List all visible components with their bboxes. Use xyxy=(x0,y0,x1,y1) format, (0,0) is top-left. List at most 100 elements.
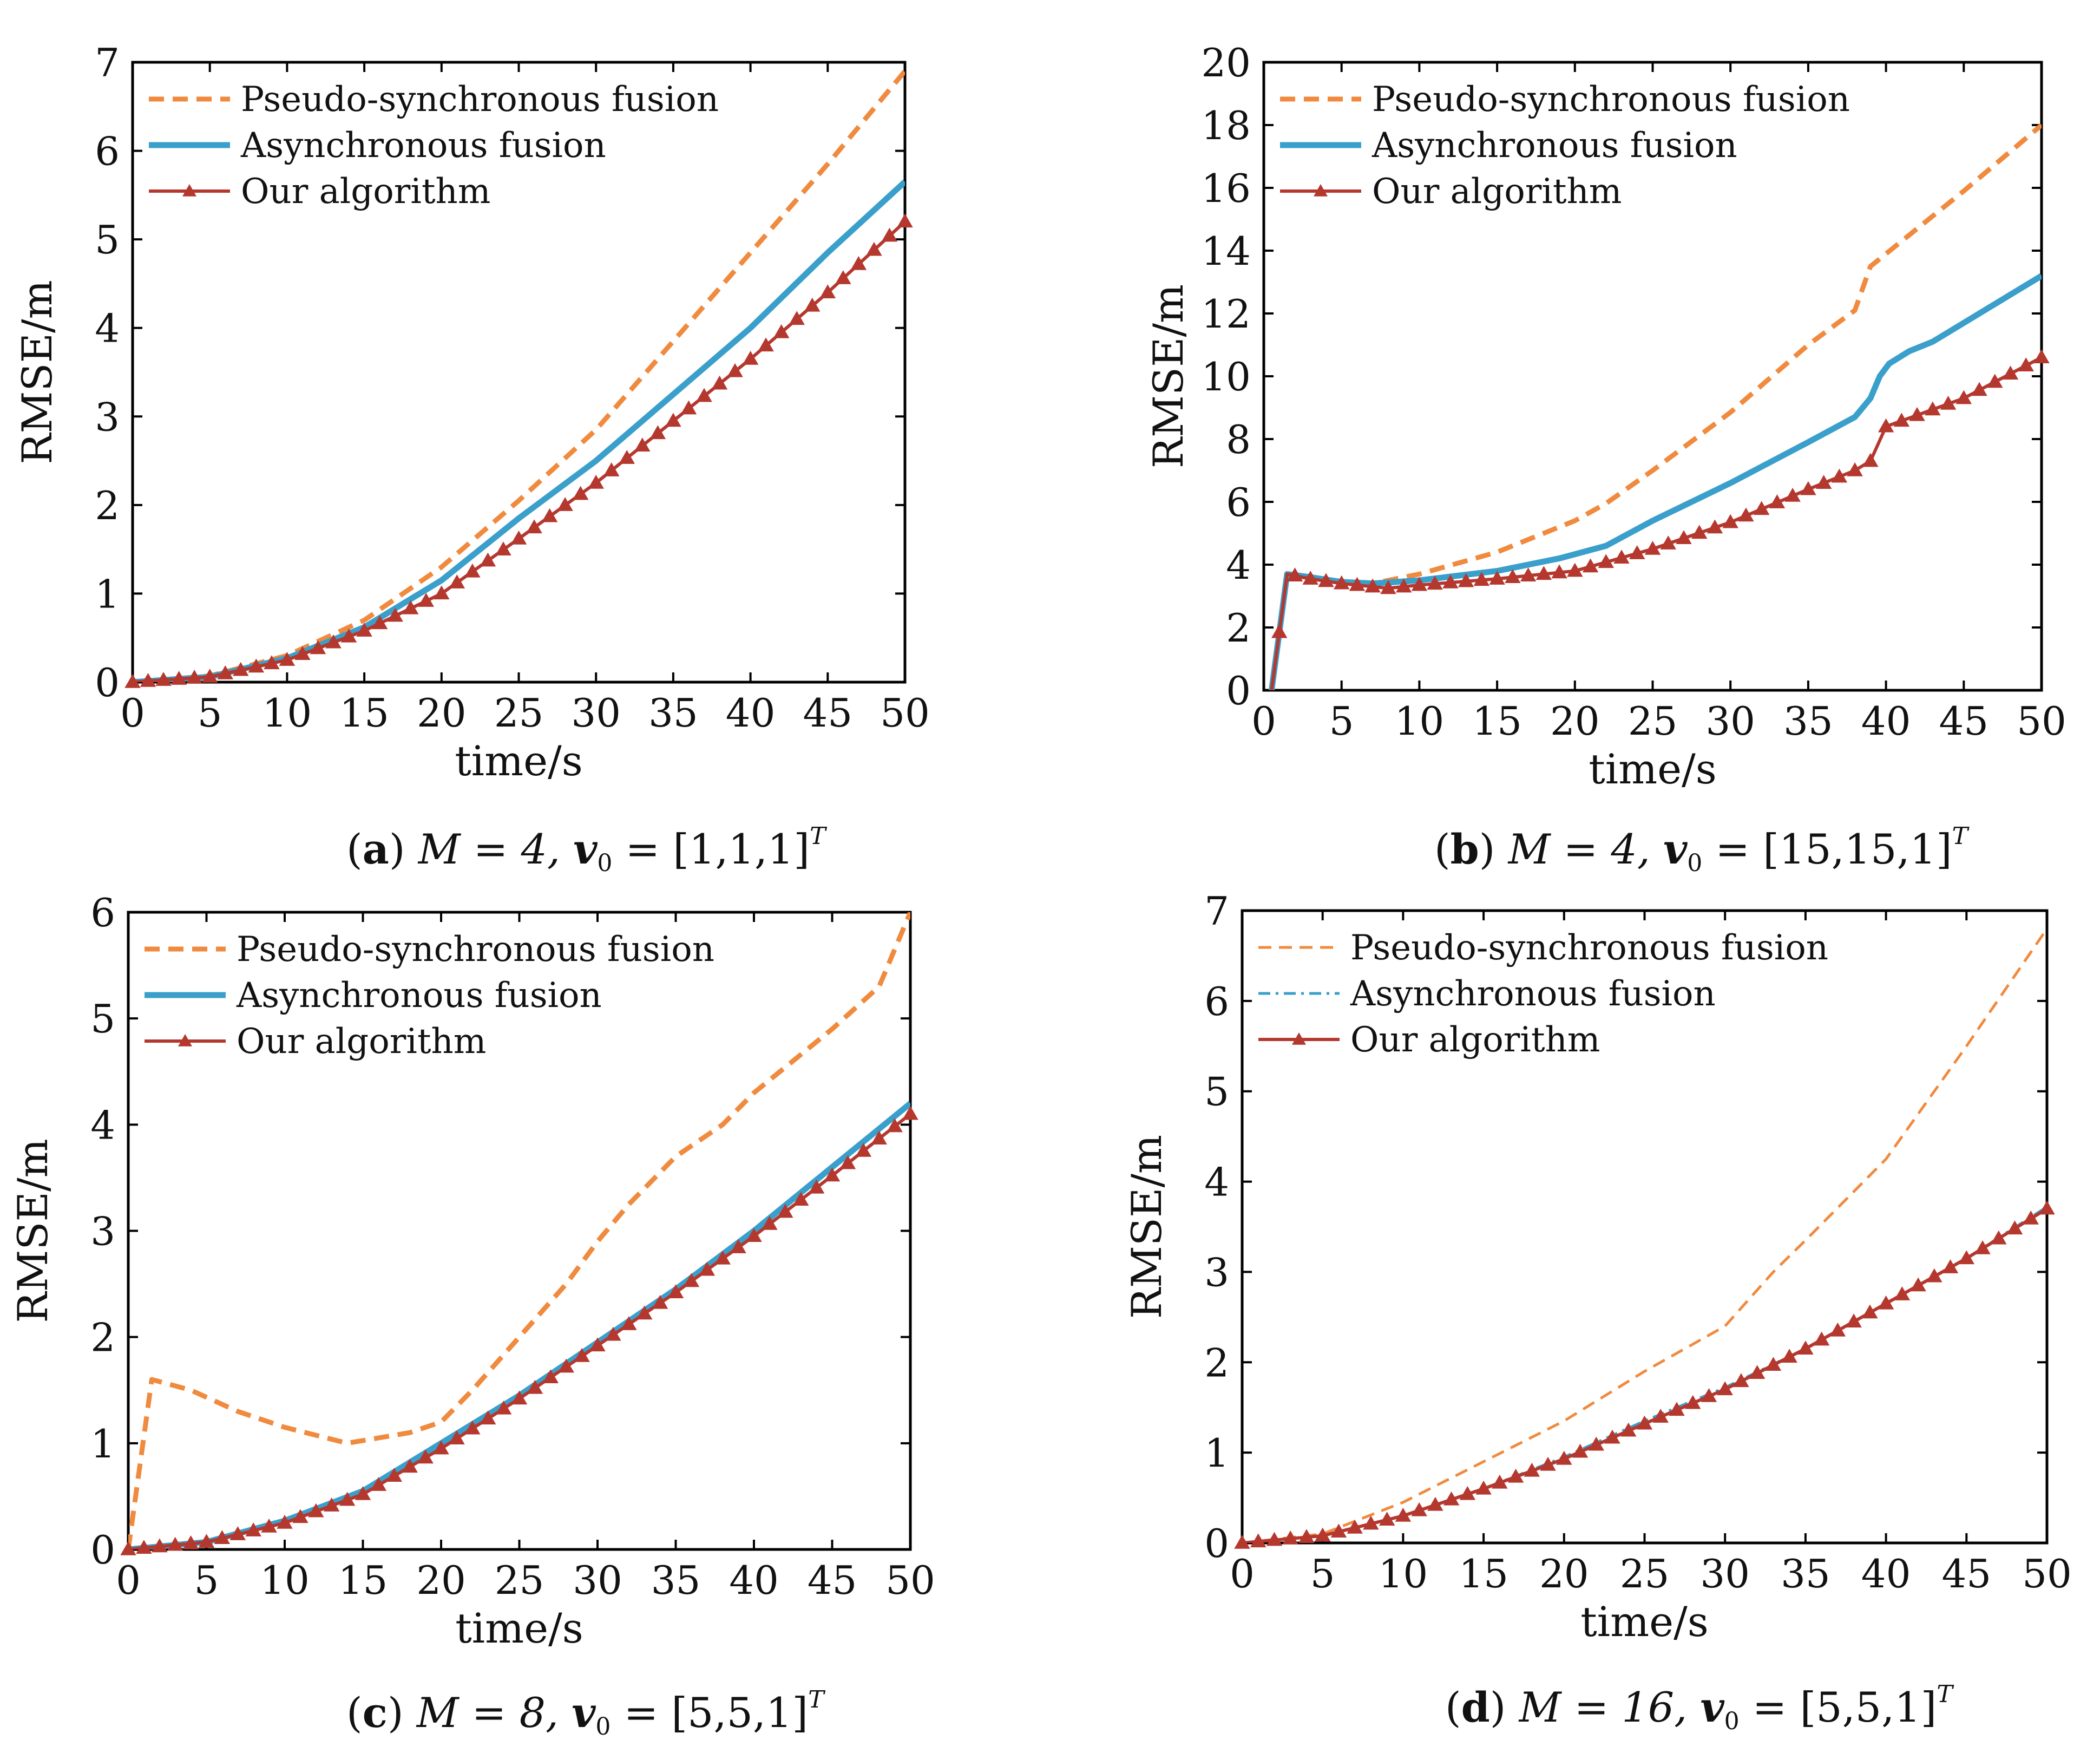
x-axis-label: time/s xyxy=(1580,1598,1709,1646)
x-tick-label: 10 xyxy=(1379,1551,1428,1597)
data-point-marker xyxy=(167,1536,183,1551)
x-tick-label: 35 xyxy=(651,1558,701,1603)
x-tick-label: 20 xyxy=(416,1558,466,1603)
series-line-0 xyxy=(128,912,910,1549)
data-point-marker xyxy=(1287,567,1303,582)
data-point-marker xyxy=(1676,530,1692,545)
legend-label: Pseudo-synchronous fusion xyxy=(1350,928,1828,968)
y-tick-label: 0 xyxy=(1204,1521,1229,1566)
legend-marker xyxy=(1292,1032,1306,1045)
y-tick-label: 4 xyxy=(1204,1160,1229,1205)
data-point-marker xyxy=(1813,1331,1830,1346)
plot-frame xyxy=(127,911,912,1551)
data-point-marker xyxy=(186,670,202,684)
data-point-marker xyxy=(152,1538,168,1553)
y-tick-label: 5 xyxy=(90,996,115,1042)
data-point-marker xyxy=(1604,1429,1620,1444)
data-point-marker xyxy=(1582,558,1599,573)
data-point-marker xyxy=(542,1369,559,1383)
data-point-marker xyxy=(339,1492,356,1506)
data-point-marker xyxy=(621,1316,637,1330)
data-point-marker xyxy=(2039,1200,2055,1215)
y-tick-label: 2 xyxy=(1226,605,1251,651)
data-point-marker xyxy=(1669,1402,1685,1416)
x-tick-label: 45 xyxy=(1941,1551,1991,1597)
x-tick-label: 20 xyxy=(417,690,467,736)
y-tick-label: 10 xyxy=(1201,354,1251,400)
series-line-0 xyxy=(1242,927,2047,1543)
x-tick-label: 30 xyxy=(571,690,621,736)
data-point-marker xyxy=(636,1305,653,1320)
data-point-marker xyxy=(1971,382,1987,396)
y-tick-label: 8 xyxy=(1226,417,1251,462)
data-point-marker xyxy=(1660,535,1676,550)
data-point-marker xyxy=(1363,1515,1379,1530)
data-point-marker xyxy=(1769,494,1786,508)
x-tick-label: 30 xyxy=(573,1558,622,1603)
data-point-marker xyxy=(1958,1250,1975,1265)
x-tick-label: 0 xyxy=(116,1558,141,1603)
data-point-marker xyxy=(1722,514,1738,528)
data-point-marker xyxy=(526,519,542,534)
data-point-marker xyxy=(727,363,743,377)
data-point-marker xyxy=(665,413,681,427)
data-point-marker xyxy=(233,662,249,676)
y-tick-label: 1 xyxy=(95,571,120,617)
data-point-marker xyxy=(1846,1313,1862,1327)
y-tick-label: 3 xyxy=(90,1209,115,1254)
data-point-marker xyxy=(773,324,790,338)
data-point-marker xyxy=(1738,507,1754,522)
data-point-marker xyxy=(310,640,326,655)
data-point-marker xyxy=(558,1358,574,1373)
legend-label: Asynchronous fusion xyxy=(240,126,606,166)
y-tick-label: 3 xyxy=(95,394,120,440)
data-point-marker xyxy=(855,1142,872,1157)
data-point-marker xyxy=(1749,1365,1766,1379)
x-tick-label: 50 xyxy=(2022,1551,2072,1597)
data-point-marker xyxy=(1524,1462,1540,1477)
data-point-marker xyxy=(1684,1395,1701,1409)
legend-marker xyxy=(178,1034,192,1046)
data-point-marker xyxy=(1302,571,1318,585)
panel-caption: (d) M = 16, v0 = [5,5,1]T xyxy=(1445,1680,1954,1735)
data-point-marker xyxy=(229,1526,246,1540)
y-tick-label: 4 xyxy=(95,306,120,351)
series-line-1 xyxy=(1268,273,2042,690)
data-point-marker xyxy=(1909,407,1925,421)
data-point-marker xyxy=(887,1118,903,1133)
legend-label: Pseudo-synchronous fusion xyxy=(237,930,714,970)
data-point-marker xyxy=(277,1514,293,1529)
x-tick-label: 50 xyxy=(885,1558,935,1603)
data-point-marker xyxy=(292,1509,309,1523)
x-tick-label: 50 xyxy=(2017,698,2066,744)
y-tick-label: 7 xyxy=(1204,888,1229,934)
chart-panel-d: 0 5 10 15 20 25 30 35 40 45 5001234567time/sRMSE/m… xyxy=(1123,888,2072,1735)
data-point-marker xyxy=(261,1519,277,1533)
data-point-marker xyxy=(1781,1349,1797,1363)
data-point-marker xyxy=(1395,578,1412,593)
data-point-marker xyxy=(605,1326,621,1341)
chart-panel-c: 0 5 10 15 20 25 30 35 40 45 500123456time/sRMSE/mP… xyxy=(9,890,935,1741)
x-tick-label: 15 xyxy=(338,1558,388,1603)
data-point-marker xyxy=(308,1503,324,1517)
data-point-marker xyxy=(839,1155,856,1169)
x-tick-label: 15 xyxy=(339,690,389,736)
x-tick-label: 45 xyxy=(803,690,852,736)
y-tick-label: 16 xyxy=(1201,166,1251,211)
x-tick-label: 45 xyxy=(1939,698,1989,744)
x-tick-label: 20 xyxy=(1539,1551,1589,1597)
data-point-marker xyxy=(866,241,882,256)
y-tick-label: 2 xyxy=(95,483,120,528)
x-tick-label: 40 xyxy=(1861,698,1911,744)
legend-label: Our algorithm xyxy=(1350,1020,1600,1060)
y-tick-label: 5 xyxy=(95,217,120,263)
series-line-0 xyxy=(1269,123,2042,690)
y-tick-label: 20 xyxy=(1201,40,1251,86)
y-tick-label: 6 xyxy=(1204,979,1229,1024)
y-tick-label: 12 xyxy=(1201,291,1251,337)
x-tick-label: 35 xyxy=(1781,1551,1830,1597)
x-tick-label: 15 xyxy=(1472,698,1522,744)
data-point-marker xyxy=(557,497,573,511)
y-tick-label: 5 xyxy=(1204,1069,1229,1115)
legend-label: Pseudo-synchronous fusion xyxy=(241,80,719,120)
